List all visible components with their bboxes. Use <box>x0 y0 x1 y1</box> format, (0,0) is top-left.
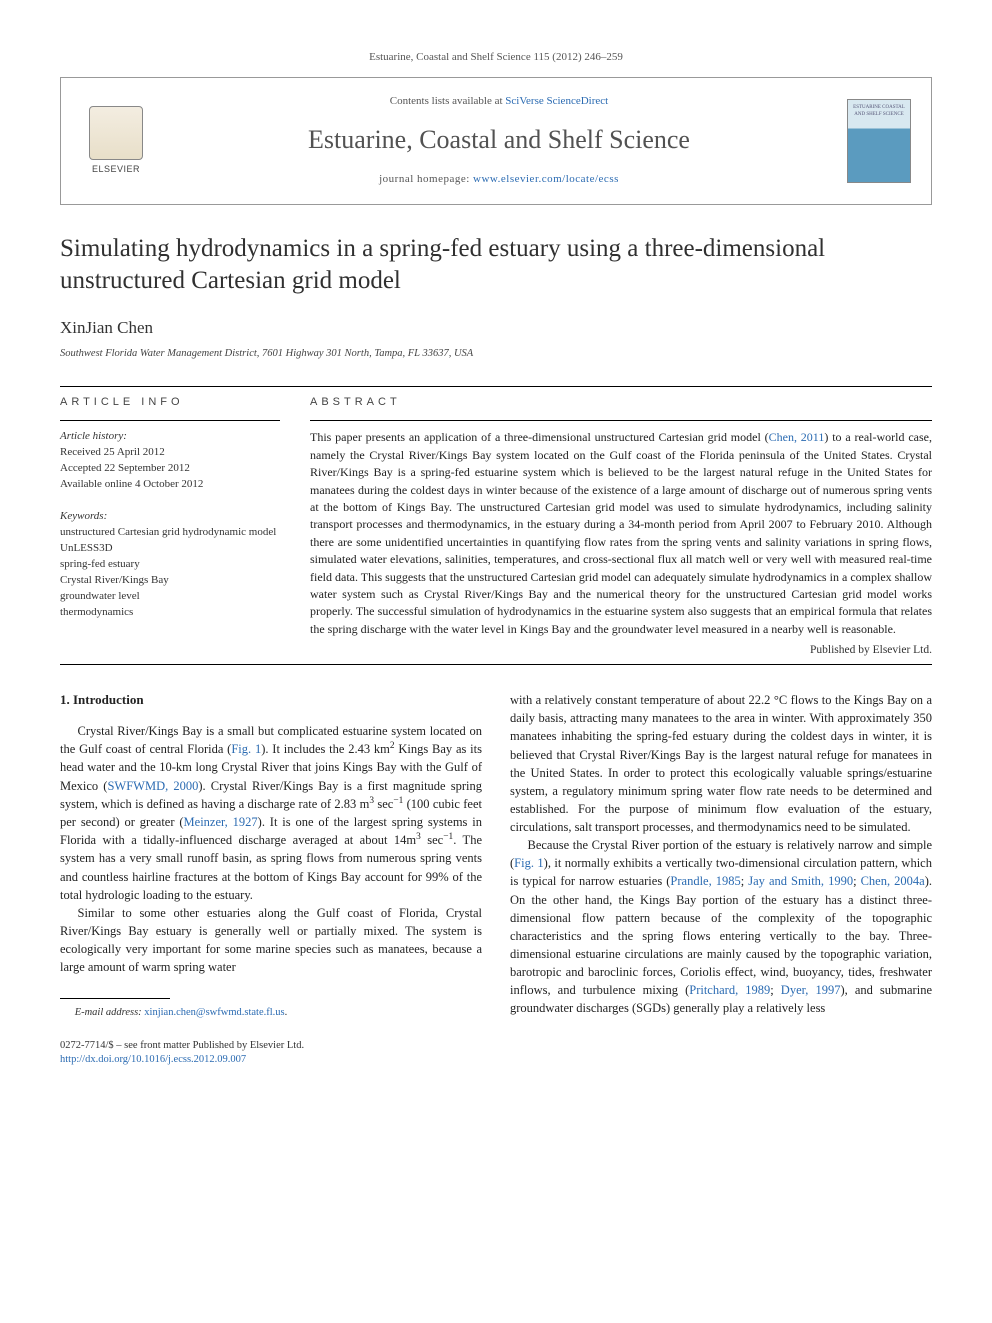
ref-link[interactable]: Prandle, 1985 <box>670 874 740 888</box>
history-received: Received 25 April 2012 <box>60 445 280 461</box>
doi-link[interactable]: http://dx.doi.org/10.1016/j.ecss.2012.09… <box>60 1054 246 1065</box>
contents-line: Contents lists available at SciVerse Sci… <box>171 94 827 109</box>
footer-block: 0272-7714/$ – see front matter Published… <box>60 1039 482 1068</box>
keyword: thermodynamics <box>60 605 280 621</box>
ref-link[interactable]: Dyer, 1997 <box>781 983 841 997</box>
footer-line1: 0272-7714/$ – see front matter Published… <box>60 1039 482 1054</box>
keyword: groundwater level <box>60 589 280 605</box>
homepage-prefix: journal homepage: <box>379 173 473 185</box>
keyword: spring-fed estuary <box>60 557 280 573</box>
page: Estuarine, Coastal and Shelf Science 115… <box>0 0 992 1118</box>
ref-link[interactable]: Jay and Smith, 1990 <box>748 874 853 888</box>
intro-heading: 1. Introduction <box>60 691 482 710</box>
email-footnote: E-mail address: xinjian.chen@swfwmd.stat… <box>60 1005 482 1020</box>
author-name: XinJian Chen <box>60 316 932 340</box>
elsevier-text: ELSEVIER <box>92 163 140 176</box>
keyword: Crystal River/Kings Bay <box>60 573 280 589</box>
journal-name: Estuarine, Coastal and Shelf Science <box>171 122 827 158</box>
ref-link[interactable]: Meinzer, 1927 <box>184 815 258 829</box>
col2-p1: with a relatively constant temperature o… <box>510 691 932 836</box>
fig-link[interactable]: Fig. 1 <box>231 742 261 756</box>
history-online: Available online 4 October 2012 <box>60 477 280 493</box>
intro-p2: Similar to some other estuaries along th… <box>60 904 482 977</box>
article-title: Simulating hydrodynamics in a spring-fed… <box>60 233 932 298</box>
article-info-column: ARTICLE INFO Article history: Received 2… <box>60 387 280 658</box>
divider <box>60 664 932 665</box>
contents-prefix: Contents lists available at <box>390 95 505 107</box>
history-label: Article history: <box>60 429 280 445</box>
intro-p1: Crystal River/Kings Bay is a small but c… <box>60 722 482 904</box>
abstract-text: This paper presents an application of a … <box>310 420 932 638</box>
fig-link[interactable]: Fig. 1 <box>514 856 543 870</box>
abstract-publisher: Published by Elsevier Ltd. <box>310 642 932 658</box>
ref-link[interactable]: Pritchard, 1989 <box>689 983 770 997</box>
homepage-line: journal homepage: www.elsevier.com/locat… <box>171 172 827 187</box>
history-accepted: Accepted 22 September 2012 <box>60 461 280 477</box>
info-abstract-row: ARTICLE INFO Article history: Received 2… <box>60 387 932 658</box>
sciverse-link[interactable]: SciVerse ScienceDirect <box>505 95 608 107</box>
elsevier-logo: ELSEVIER <box>81 101 151 181</box>
body-col-left: 1. Introduction Crystal River/Kings Bay … <box>60 691 482 1068</box>
article-info-heading: ARTICLE INFO <box>60 387 280 420</box>
journal-cover-thumb: ESTUARINE COASTAL AND SHELF SCIENCE <box>847 99 911 183</box>
header-center: Contents lists available at SciVerse Sci… <box>171 94 827 187</box>
ref-link[interactable]: Chen, 2004a <box>861 874 925 888</box>
abstract-heading: ABSTRACT <box>310 387 932 420</box>
email-label: E-mail address: <box>75 1007 142 1018</box>
abstract-column: ABSTRACT This paper presents an applicat… <box>310 387 932 658</box>
elsevier-tree-icon <box>89 106 143 160</box>
keyword: unstructured Cartesian grid hydrodynamic… <box>60 525 280 541</box>
abstract-post: ) to a real-world case, namely the Cryst… <box>310 430 932 635</box>
author-affiliation: Southwest Florida Water Management Distr… <box>60 347 932 362</box>
article-history-block: Article history: Received 25 April 2012 … <box>60 420 280 493</box>
journal-header: ELSEVIER Contents lists available at Sci… <box>60 77 932 204</box>
email-link[interactable]: xinjian.chen@swfwmd.state.fl.us <box>144 1007 284 1018</box>
citation-line: Estuarine, Coastal and Shelf Science 115… <box>60 50 932 65</box>
keywords-label: Keywords: <box>60 509 280 525</box>
keywords-block: Keywords: unstructured Cartesian grid hy… <box>60 509 280 621</box>
footnote-rule <box>60 998 170 999</box>
col2-p2: Because the Crystal River portion of the… <box>510 836 932 1017</box>
keyword: UnLESS3D <box>60 541 280 557</box>
body-col-right: with a relatively constant temperature o… <box>510 691 932 1068</box>
abstract-pre: This paper presents an application of a … <box>310 430 769 444</box>
homepage-link[interactable]: www.elsevier.com/locate/ecss <box>473 173 619 185</box>
body-columns: 1. Introduction Crystal River/Kings Bay … <box>60 691 932 1068</box>
abstract-ref-link[interactable]: Chen, 2011 <box>769 430 825 444</box>
ref-link[interactable]: SWFWMD, 2000 <box>107 779 198 793</box>
